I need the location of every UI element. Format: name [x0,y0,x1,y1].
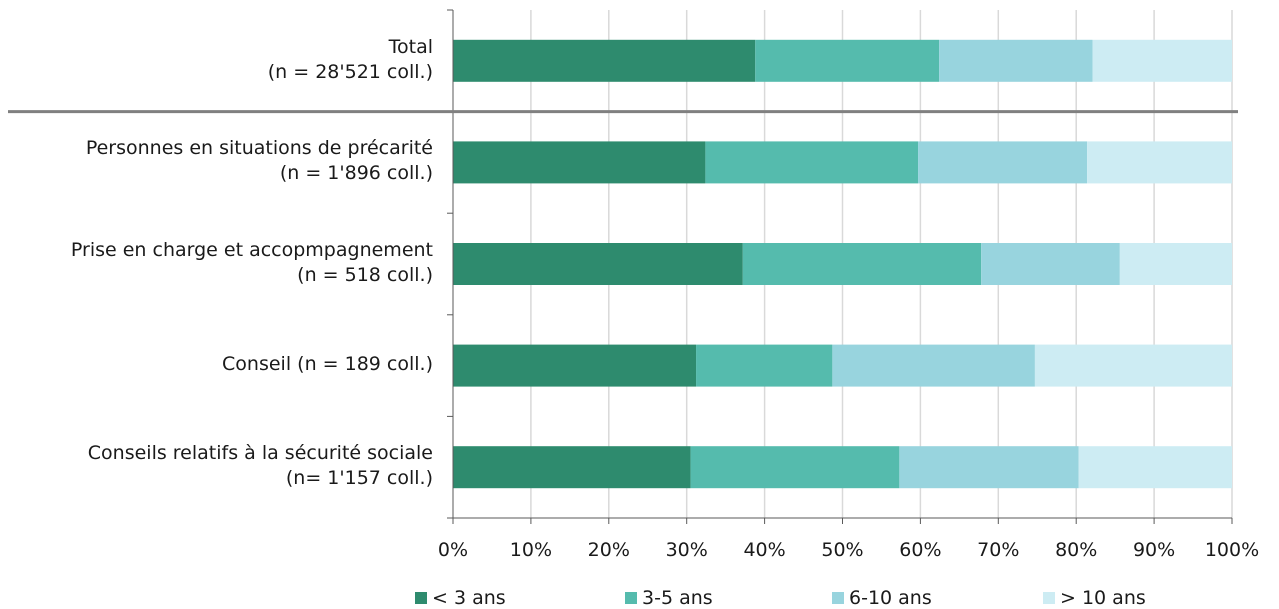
category-label: Total (n = 28'521 coll.) [0,35,433,85]
category-label-line: Conseil (n = 189 coll.) [222,353,433,376]
bar-segment [742,243,982,285]
category-label-line: Personnes en situations de précarité [85,137,433,160]
category-label-line: (n= 1'157 coll.) [285,467,433,490]
legend-label: 3-5 ans [642,587,713,609]
legend-item: > 10 ans [1043,587,1146,609]
x-tick-label: 70% [977,539,1019,561]
x-tick-label: 40% [743,539,785,561]
bar-segment [1087,141,1232,184]
x-tick-label: 80% [1055,539,1097,561]
legend-swatch [625,592,637,604]
legend-label: > 10 ans [1060,587,1146,609]
x-tick-label: 30% [666,539,708,561]
legend-item: < 3 ans [415,587,506,609]
bar-segment [981,243,1120,285]
x-tick-label: 60% [899,539,941,561]
bar-segment [1119,243,1232,285]
bar-segment [705,141,919,184]
category-label-line: (n = 518 coll.) [297,264,433,286]
bar-segment [899,446,1079,489]
legend-label: 6-10 ans [849,587,932,609]
bar-segment [696,344,833,387]
category-label-line: Total [388,35,433,58]
bar-segment [453,344,697,387]
x-tick-label: 100% [1205,539,1259,561]
category-label: Personnes en situations de précarité (n =… [0,136,433,186]
category-label-line: Prise en charge et accopmpagnement [70,239,433,261]
bar-segment [690,446,900,489]
bar-segment [939,39,1093,82]
legend: < 3 ans 3-5 ans 6-10 ans > 10 ans [0,587,1279,609]
category-label: Conseils relatifs à la sécurité sociale(… [0,441,433,491]
x-tick-label: 0% [438,539,468,561]
legend-item: 3-5 ans [625,587,713,609]
category-label-line: (n = 28'521 coll.) [267,60,433,83]
bar-segment [832,344,1035,387]
legend-swatch [832,592,844,604]
bar-segment [1034,344,1232,387]
category-label-line: Conseils relatifs à la sécurité sociale [87,442,433,465]
category-label: Conseil (n = 189 coll.) [0,352,433,377]
bar-segment [1078,446,1232,489]
bar-segment [453,446,691,489]
bar-segment [453,39,756,82]
bar-segment [1092,39,1232,82]
legend-swatch [415,592,427,604]
bar-segment [453,243,743,285]
x-tick-label: 90% [1133,539,1175,561]
x-tick-label: 10% [510,539,552,561]
x-tick-label: 20% [588,539,630,561]
category-label-line: (n = 1'896 coll.) [279,162,433,185]
bar-segment [453,141,706,184]
bar-segment [918,141,1088,184]
bar-segment [755,39,940,82]
x-tick-label: 50% [821,539,863,561]
legend-label: < 3 ans [432,587,506,609]
category-label: Prise en charge et accopmpagnement (n = 5… [0,238,433,288]
stacked-bar-chart: 0% 10% 20% 30% 40% 50% 60% 70% 80% 90% 100% [8,9,1259,561]
legend-swatch [1043,592,1055,604]
legend-item: 6-10 ans [832,587,932,609]
